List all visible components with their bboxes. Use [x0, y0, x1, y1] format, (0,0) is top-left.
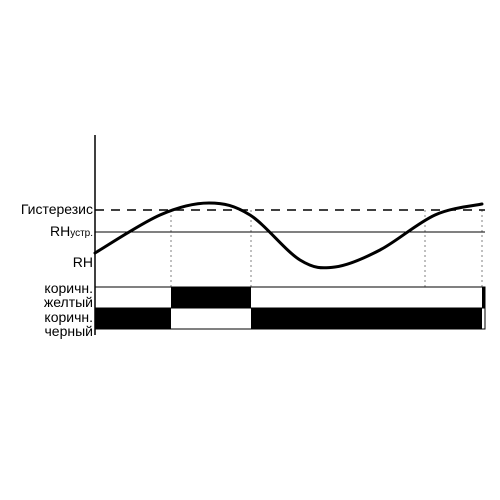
label-rh-set-suffix: устр.: [70, 228, 93, 239]
diagram-svg: [0, 0, 500, 500]
label-row2-b: черный: [45, 323, 93, 339]
label-rh-set-prefix: RH: [50, 223, 70, 239]
label-rh-setpoint: RHустр.: [50, 223, 93, 239]
diagram-canvas: Гистерезис RHустр. RH коричн. желтый кор…: [0, 0, 500, 500]
label-row1-b: желтый: [44, 294, 93, 310]
label-hysteresis: Гистерезис: [21, 201, 93, 217]
label-rh: RH: [73, 254, 93, 270]
